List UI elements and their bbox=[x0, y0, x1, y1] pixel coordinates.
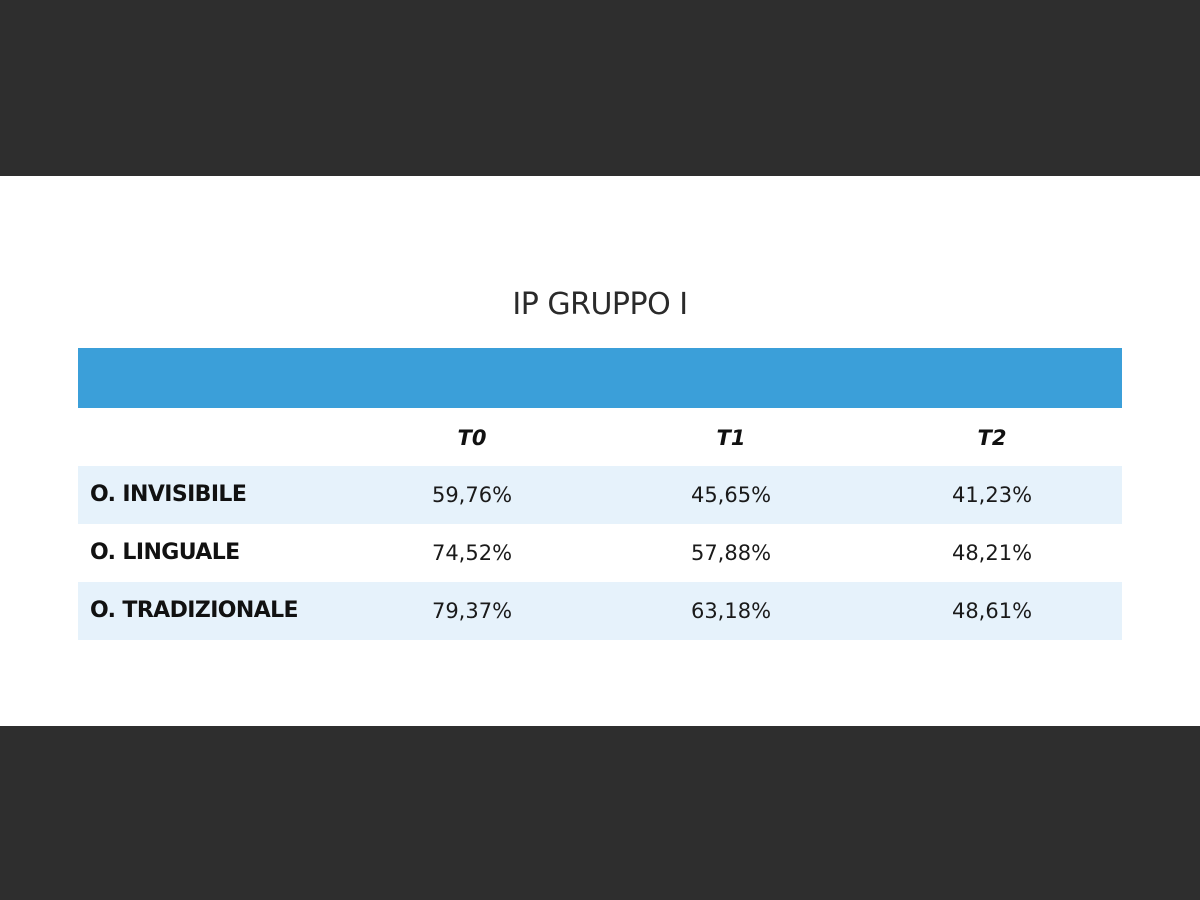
table-cell: 79,37% bbox=[431, 599, 513, 623]
row-label: O. LINGUALE bbox=[90, 540, 240, 565]
table-cell: 63,18% bbox=[690, 599, 772, 623]
table-row: O. LINGUALE 74,52% 57,88% 48,21% bbox=[78, 524, 1122, 582]
table-cell: 45,65% bbox=[690, 483, 772, 507]
table-cell: 48,21% bbox=[951, 541, 1033, 565]
slide: IP GRUPPO I T0 T1 T2 O. INVISIBILE 59,76… bbox=[0, 176, 1200, 726]
column-header-t1: T1 bbox=[716, 426, 746, 450]
top-letterbox-band bbox=[0, 0, 1200, 176]
table-title: IP GRUPPO I bbox=[512, 287, 688, 322]
row-label: O. INVISIBILE bbox=[90, 482, 247, 507]
table-row: O. TRADIZIONALE 79,37% 63,18% 48,61% bbox=[78, 582, 1122, 640]
table-row: O. INVISIBILE 59,76% 45,65% 41,23% bbox=[78, 466, 1122, 524]
column-header-t2: T2 bbox=[977, 426, 1007, 450]
table-cell: 57,88% bbox=[690, 541, 772, 565]
table-cell: 74,52% bbox=[431, 541, 513, 565]
table-header-bar bbox=[78, 348, 1122, 408]
table-cell: 59,76% bbox=[431, 483, 513, 507]
row-label: O. TRADIZIONALE bbox=[90, 598, 299, 623]
table-cell: 41,23% bbox=[951, 483, 1033, 507]
bottom-letterbox-band bbox=[0, 726, 1200, 900]
column-header-t0: T0 bbox=[457, 426, 487, 450]
table-cell: 48,61% bbox=[951, 599, 1033, 623]
